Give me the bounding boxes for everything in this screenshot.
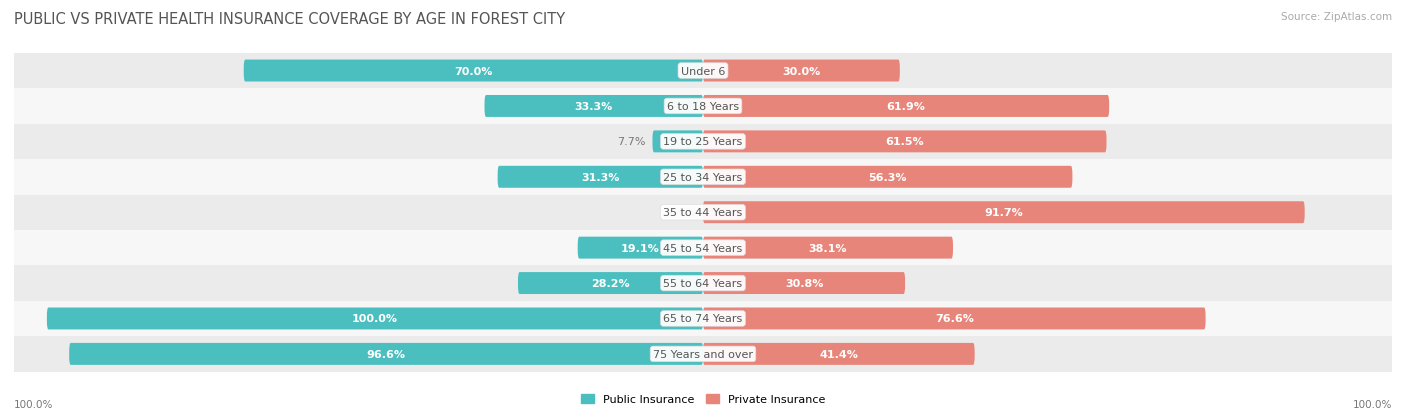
Text: PUBLIC VS PRIVATE HEALTH INSURANCE COVERAGE BY AGE IN FOREST CITY: PUBLIC VS PRIVATE HEALTH INSURANCE COVER… — [14, 12, 565, 27]
Text: 96.6%: 96.6% — [367, 349, 405, 359]
Bar — [14, 301, 1392, 336]
FancyBboxPatch shape — [703, 60, 900, 82]
Text: 33.3%: 33.3% — [575, 102, 613, 112]
FancyBboxPatch shape — [703, 96, 1109, 118]
Text: 35 to 44 Years: 35 to 44 Years — [664, 208, 742, 218]
FancyBboxPatch shape — [703, 166, 1073, 188]
Bar — [14, 124, 1392, 160]
Text: 100.0%: 100.0% — [1353, 399, 1392, 409]
FancyBboxPatch shape — [703, 131, 1107, 153]
Text: 6 to 18 Years: 6 to 18 Years — [666, 102, 740, 112]
FancyBboxPatch shape — [498, 166, 703, 188]
Bar — [14, 89, 1392, 124]
Text: 30.8%: 30.8% — [785, 278, 824, 288]
Text: 45 to 54 Years: 45 to 54 Years — [664, 243, 742, 253]
Text: 91.7%: 91.7% — [984, 208, 1024, 218]
FancyBboxPatch shape — [703, 308, 1205, 330]
Text: 38.1%: 38.1% — [808, 243, 848, 253]
Text: 25 to 34 Years: 25 to 34 Years — [664, 172, 742, 183]
Text: 56.3%: 56.3% — [869, 172, 907, 183]
Text: 28.2%: 28.2% — [591, 278, 630, 288]
FancyBboxPatch shape — [517, 273, 703, 294]
Text: 70.0%: 70.0% — [454, 66, 492, 76]
Text: 41.4%: 41.4% — [820, 349, 858, 359]
Bar — [14, 195, 1392, 230]
Bar — [14, 54, 1392, 89]
Bar — [14, 160, 1392, 195]
Text: 61.5%: 61.5% — [886, 137, 924, 147]
Text: 61.9%: 61.9% — [887, 102, 925, 112]
Text: 55 to 64 Years: 55 to 64 Years — [664, 278, 742, 288]
Text: Under 6: Under 6 — [681, 66, 725, 76]
FancyBboxPatch shape — [703, 273, 905, 294]
FancyBboxPatch shape — [703, 343, 974, 365]
FancyBboxPatch shape — [243, 60, 703, 82]
Text: 7.7%: 7.7% — [617, 137, 645, 147]
Text: 30.0%: 30.0% — [782, 66, 821, 76]
FancyBboxPatch shape — [578, 237, 703, 259]
Text: Source: ZipAtlas.com: Source: ZipAtlas.com — [1281, 12, 1392, 22]
Text: 0.0%: 0.0% — [668, 208, 696, 218]
FancyBboxPatch shape — [703, 202, 1305, 224]
FancyBboxPatch shape — [485, 96, 703, 118]
Text: 100.0%: 100.0% — [352, 314, 398, 324]
Bar — [14, 336, 1392, 372]
Bar — [14, 266, 1392, 301]
FancyBboxPatch shape — [46, 308, 703, 330]
Text: 75 Years and over: 75 Years and over — [652, 349, 754, 359]
Text: 76.6%: 76.6% — [935, 314, 974, 324]
FancyBboxPatch shape — [652, 131, 703, 153]
Text: 65 to 74 Years: 65 to 74 Years — [664, 314, 742, 324]
FancyBboxPatch shape — [69, 343, 703, 365]
Text: 31.3%: 31.3% — [581, 172, 620, 183]
Text: 19 to 25 Years: 19 to 25 Years — [664, 137, 742, 147]
Legend: Public Insurance, Private Insurance: Public Insurance, Private Insurance — [581, 394, 825, 404]
Text: 19.1%: 19.1% — [621, 243, 659, 253]
Text: 100.0%: 100.0% — [14, 399, 53, 409]
FancyBboxPatch shape — [703, 237, 953, 259]
Bar — [14, 230, 1392, 266]
